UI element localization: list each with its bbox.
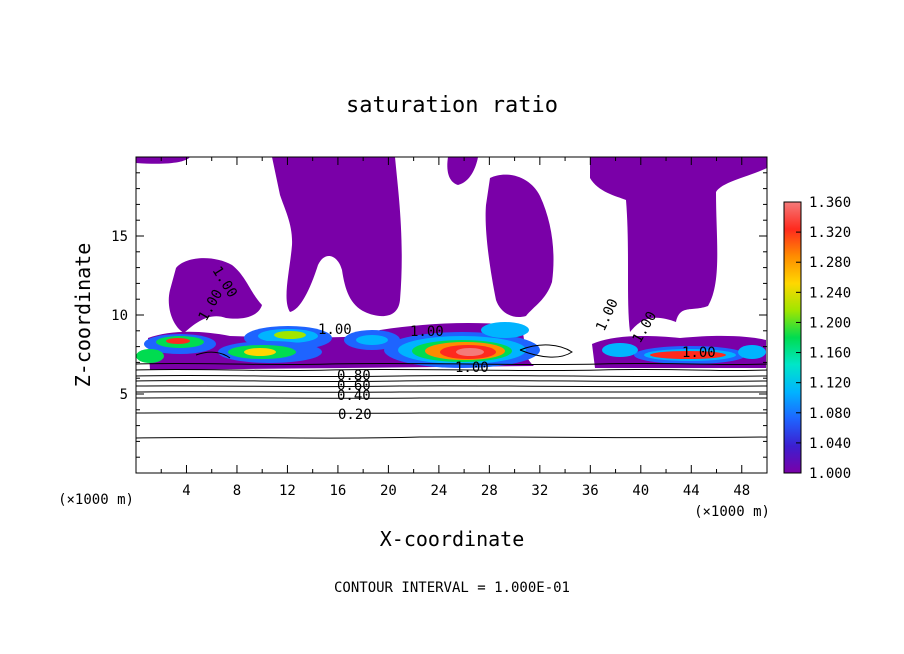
colorbar-tick-label: 1.120 <box>809 376 851 392</box>
contour-label: 1.00 <box>318 322 352 338</box>
x-tick-label: 48 <box>733 483 750 499</box>
x-tick-label: 36 <box>582 483 599 499</box>
x-tick-label: 44 <box>683 483 700 499</box>
y-axis-title: Z-coordinate <box>71 243 95 388</box>
colorbar-tick-label: 1.160 <box>809 346 851 362</box>
x-tick-label: 4 <box>182 483 190 499</box>
x-unit-label: (×1000 m) <box>694 504 770 520</box>
y-tick-label: 10 <box>111 308 128 324</box>
contour-label: 0.80 <box>337 368 371 384</box>
x-tick-label: 40 <box>632 483 649 499</box>
colorbar-gradient <box>783 201 802 474</box>
contour-lines <box>136 344 767 439</box>
x-tick-label: 28 <box>481 483 498 499</box>
colorbar-tick-label: 1.320 <box>809 225 851 241</box>
contour-label: 0.20 <box>338 407 372 423</box>
colorbar-tick-label: 1.360 <box>809 195 851 211</box>
colorbar-tick-label: 1.240 <box>809 285 851 301</box>
chart-title: saturation ratio <box>346 93 558 118</box>
contour-label: 0.40 <box>337 388 371 404</box>
contour-label: 1.00 <box>410 324 444 340</box>
contour-label: 0.60 <box>337 378 371 394</box>
contour-interval-note: CONTOUR INTERVAL = 1.000E-01 <box>334 580 570 596</box>
x-tick-label: 12 <box>279 483 296 499</box>
x-tick-label: 20 <box>380 483 397 499</box>
colorbar-tick-label: 1.040 <box>809 436 851 452</box>
colorbar-tick-label: 1.080 <box>809 406 851 422</box>
y-tick-label: 5 <box>120 387 128 403</box>
x-axis: 4 8 12 16 20 24 28 32 36 40 44 48 <box>160 157 750 499</box>
y-tick-label: 15 <box>111 229 128 245</box>
y-axis: 5 10 15 <box>111 172 767 458</box>
x-tick-label: 16 <box>329 483 346 499</box>
contour-label: 1.00 <box>455 360 489 376</box>
plot-area: 1.001.001.001.001.00 1.001.001.000.800.60… <box>135 156 768 474</box>
colorbar-tick-label: 1.200 <box>809 315 851 331</box>
colorbar-tick-label: 1.280 <box>809 255 851 271</box>
saturation-bands <box>136 322 766 368</box>
x-tick-label: 8 <box>233 483 241 499</box>
x-tick-label: 24 <box>430 483 447 499</box>
x-axis-title: X-coordinate <box>380 527 525 551</box>
colorbar-tick-label: 1.000 <box>809 466 851 482</box>
colorbar: 1.360 1.320 1.280 1.240 1.200 1.160 1.120 1.080… <box>783 195 851 482</box>
contour-label: 1.00 <box>682 345 716 361</box>
x-tick-label: 32 <box>531 483 548 499</box>
z-unit-label: (×1000 m) <box>58 492 134 508</box>
